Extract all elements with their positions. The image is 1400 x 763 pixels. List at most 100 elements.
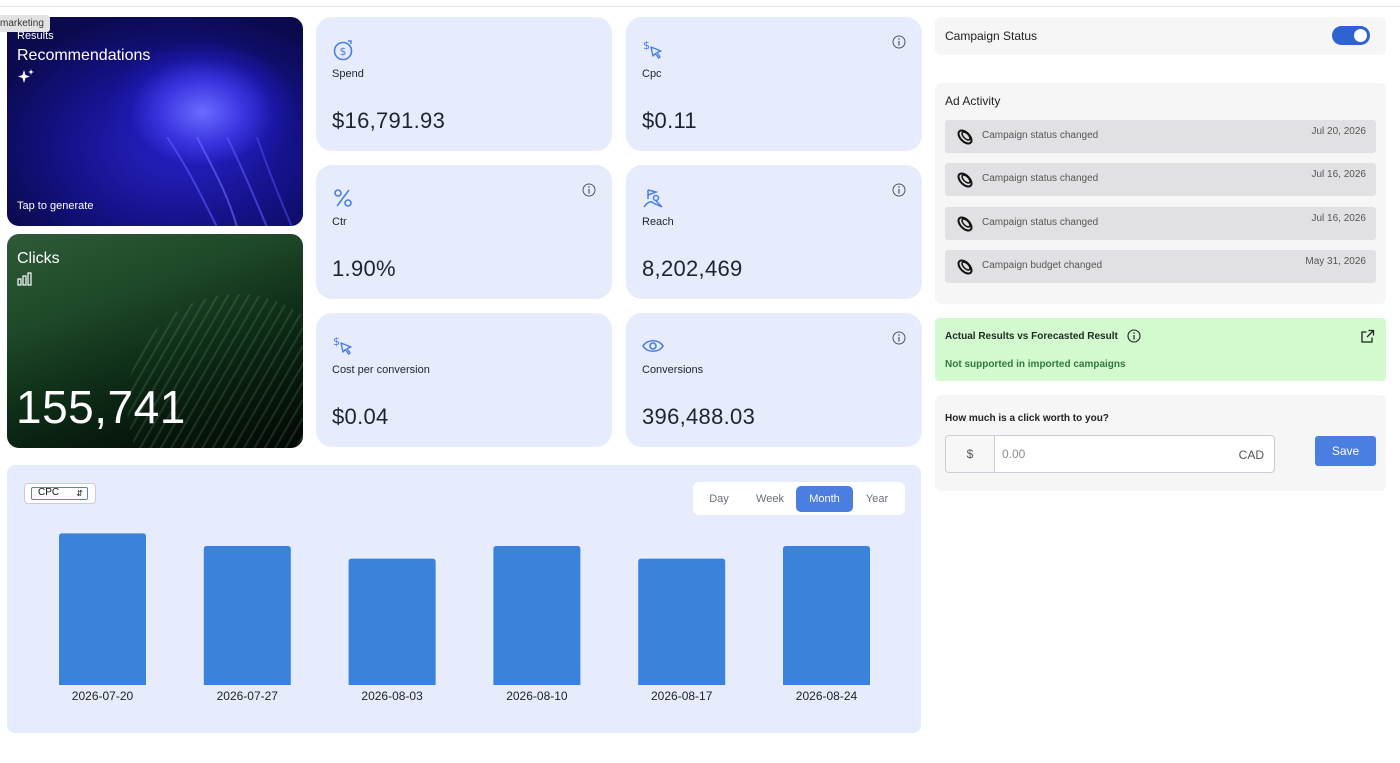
external-link-icon[interactable] — [1360, 329, 1375, 344]
chart-bar[interactable] — [59, 533, 146, 685]
svg-text:$: $ — [333, 335, 340, 348]
ctr-value: 1.90% — [332, 256, 396, 281]
chart-bar[interactable] — [493, 545, 581, 685]
forecast-panel: Actual Results vs Forecasted Result Not … — [935, 318, 1386, 381]
activity-text: Campaign status changed — [982, 217, 1099, 228]
megaphone-icon — [957, 259, 973, 275]
sparkle-icon — [18, 69, 34, 83]
bar-chart: 2026-07-20 2026-07-27 2026-08-03 2026-08-10… — [59, 533, 870, 703]
chart-bar[interactable] — [638, 558, 726, 685]
conversions-card: Conversions 396,488.03 — [626, 313, 922, 447]
period-year-button[interactable]: Year — [865, 493, 889, 505]
clicks-value: 155,741 — [16, 381, 186, 433]
tap-to-generate: Tap to generate — [17, 200, 94, 212]
cost-per-conversion-value: $0.04 — [332, 404, 389, 429]
megaphone-icon — [957, 216, 973, 232]
ctr-label: Ctr — [332, 216, 347, 228]
recommendations-card[interactable]: Results Recommendations Tap to generate — [7, 17, 303, 226]
x-tick-label: 2026-08-10 — [506, 689, 568, 703]
svg-text:$: $ — [643, 39, 650, 52]
chart-bar[interactable] — [203, 545, 291, 685]
activity-text: Campaign budget changed — [982, 260, 1103, 271]
campaign-status-toggle[interactable] — [1332, 26, 1370, 45]
x-tick-label: 2026-07-20 — [72, 689, 134, 703]
metric-select-value[interactable]: CPC ⇵ — [31, 487, 88, 500]
activity-date: Jul 16, 2026 — [1311, 169, 1367, 180]
conversions-value: 396,488.03 — [642, 404, 756, 429]
dollar-cursor-icon: $ — [333, 335, 352, 355]
bar-chart-icon — [17, 272, 32, 286]
dollar-circle-icon: $ — [333, 40, 353, 61]
metric-select-label: CPC — [38, 487, 60, 498]
click-worth-panel: How much is a click worth to you? $ CAD … — [935, 395, 1386, 491]
activity-item: Campaign status changed Jul 16, 2026 — [945, 163, 1376, 196]
spend-value: $16,791.93 — [332, 108, 446, 133]
activity-item: Campaign status changed Jul 16, 2026 — [945, 207, 1376, 240]
dollar-cursor-icon: $ — [643, 39, 662, 59]
activity-date: Jul 16, 2026 — [1311, 213, 1367, 224]
ad-activity-panel: Ad Activity Campaign status changed Jul … — [935, 83, 1386, 304]
recommendations-subtitle: Results — [17, 30, 54, 42]
x-tick-label: 2026-08-24 — [796, 689, 858, 703]
svg-text:$: $ — [340, 45, 347, 58]
reach-card: Reach 8,202,469 — [626, 165, 922, 299]
currency-prefix: $ — [946, 436, 995, 472]
click-worth-input[interactable] — [1002, 436, 1202, 472]
recommendations-title: Recommendations — [17, 47, 151, 64]
period-month-button[interactable]: Month — [796, 486, 853, 512]
reach-value: 8,202,469 — [642, 256, 743, 281]
percent-icon — [334, 189, 352, 207]
campaign-status-label: Campaign Status — [945, 29, 1038, 43]
conversions-label: Conversions — [642, 364, 704, 376]
x-tick-label: 2026-08-17 — [651, 689, 713, 703]
info-icon[interactable] — [892, 331, 906, 345]
activity-date: May 31, 2026 — [1305, 256, 1366, 267]
activity-text: Campaign status changed — [982, 173, 1099, 184]
info-icon[interactable] — [892, 35, 906, 49]
toggle-knob — [1354, 29, 1367, 42]
x-tick-label: 2026-07-27 — [217, 689, 279, 703]
activity-date: Jul 20, 2026 — [1311, 126, 1367, 137]
info-icon[interactable] — [582, 183, 596, 197]
activity-text: Campaign status changed — [982, 130, 1099, 141]
activity-item: Campaign budget changed May 31, 2026 — [945, 250, 1376, 283]
megaphone-icon — [957, 172, 973, 188]
ctr-card: Ctr 1.90% — [316, 165, 612, 299]
reach-label: Reach — [642, 216, 674, 228]
top-border — [0, 0, 1400, 7]
currency-suffix: CAD — [1238, 448, 1264, 462]
chart-panel: CPC ⇵ Day Week Month Year 2026-07-20 2026… — [7, 465, 921, 733]
spend-card: $ Spend $16,791.93 — [316, 17, 612, 151]
chart-bar[interactable] — [783, 545, 870, 685]
cpc-card: $ Cpc $0.11 — [626, 17, 922, 151]
click-worth-input-group: $ CAD — [945, 435, 1275, 473]
forecast-note: Not supported in imported campaigns — [945, 359, 1126, 370]
spend-label: Spend — [332, 68, 364, 80]
x-tick-label: 2026-08-03 — [361, 689, 423, 703]
save-button[interactable]: Save — [1315, 436, 1376, 466]
campaign-status-panel: Campaign Status — [935, 17, 1386, 55]
period-selector: Day Week Month Year — [693, 482, 905, 515]
chart-bar[interactable] — [348, 558, 436, 685]
jellyfish-tentacles — [166, 137, 293, 226]
activity-item: Campaign status changed Jul 20, 2026 — [945, 120, 1376, 153]
clicks-card: Clicks 155,741 — [7, 234, 303, 448]
clicks-title: Clicks — [17, 250, 60, 267]
eye-icon — [642, 339, 664, 353]
forecast-title: Actual Results vs Forecasted Result — [945, 331, 1118, 342]
metric-select[interactable]: CPC ⇵ — [24, 483, 96, 504]
tooltip-label: marketing — [0, 15, 50, 32]
select-arrows-icon: ⇵ — [76, 489, 83, 498]
cost-per-conversion-label: Cost per conversion — [332, 364, 430, 376]
click-worth-label: How much is a click worth to you? — [945, 413, 1109, 424]
period-week-button[interactable]: Week — [756, 493, 784, 505]
megaphone-icon — [957, 129, 973, 145]
ad-activity-title: Ad Activity — [945, 94, 1001, 108]
reach-icon — [643, 189, 663, 208]
cpc-value: $0.11 — [642, 108, 697, 133]
info-icon[interactable] — [1127, 329, 1141, 343]
info-icon[interactable] — [892, 183, 906, 197]
period-day-button[interactable]: Day — [709, 493, 729, 505]
cost-per-conversion-card: $ Cost per conversion $0.04 — [316, 313, 612, 447]
cpc-label: Cpc — [642, 68, 662, 80]
